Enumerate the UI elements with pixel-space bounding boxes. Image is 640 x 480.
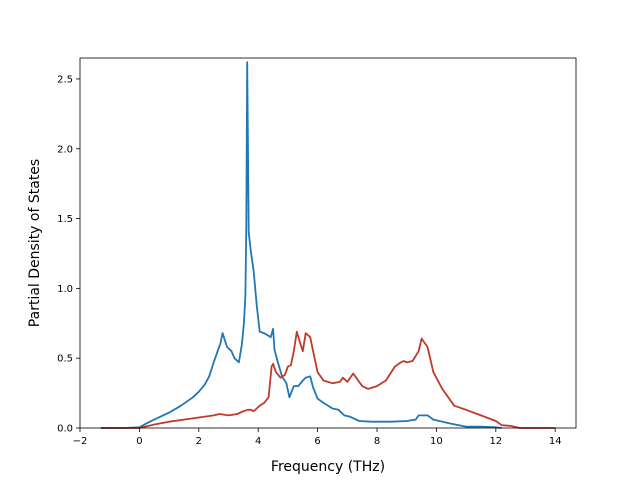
y-tick-label: 2.5 bbox=[57, 74, 73, 85]
x-tick-label: 0 bbox=[136, 436, 142, 447]
plot-area bbox=[79, 57, 577, 429]
plot-frame bbox=[79, 57, 577, 429]
x-tick-label: 4 bbox=[255, 436, 261, 447]
x-tick-label: 12 bbox=[489, 436, 502, 447]
x-axis-label: Frequency (THz) bbox=[271, 459, 385, 475]
y-tick-label: 1.0 bbox=[57, 284, 73, 295]
x-tick-label: 6 bbox=[314, 436, 320, 447]
x-tick-label: 10 bbox=[430, 436, 443, 447]
x-axis-ticks: −2 0 2 4 6 8 10 12 14 bbox=[73, 428, 562, 447]
x-tick-label: −2 bbox=[73, 436, 88, 447]
series-line-1 bbox=[100, 61, 502, 429]
x-tick-label: 2 bbox=[196, 436, 202, 447]
x-tick-label: 14 bbox=[549, 436, 562, 447]
x-tick-label: 8 bbox=[374, 436, 380, 447]
y-tick-label: 1.5 bbox=[57, 214, 73, 225]
y-tick-label: 0.0 bbox=[57, 424, 73, 435]
y-axis-label: Partial Density of States bbox=[27, 159, 43, 327]
y-tick-label: 0.5 bbox=[57, 354, 73, 365]
series-line-2 bbox=[100, 330, 556, 429]
y-axis-ticks: 0.0 0.5 1.0 1.5 2.0 2.5 bbox=[57, 74, 80, 435]
y-tick-label: 2.0 bbox=[57, 144, 73, 155]
